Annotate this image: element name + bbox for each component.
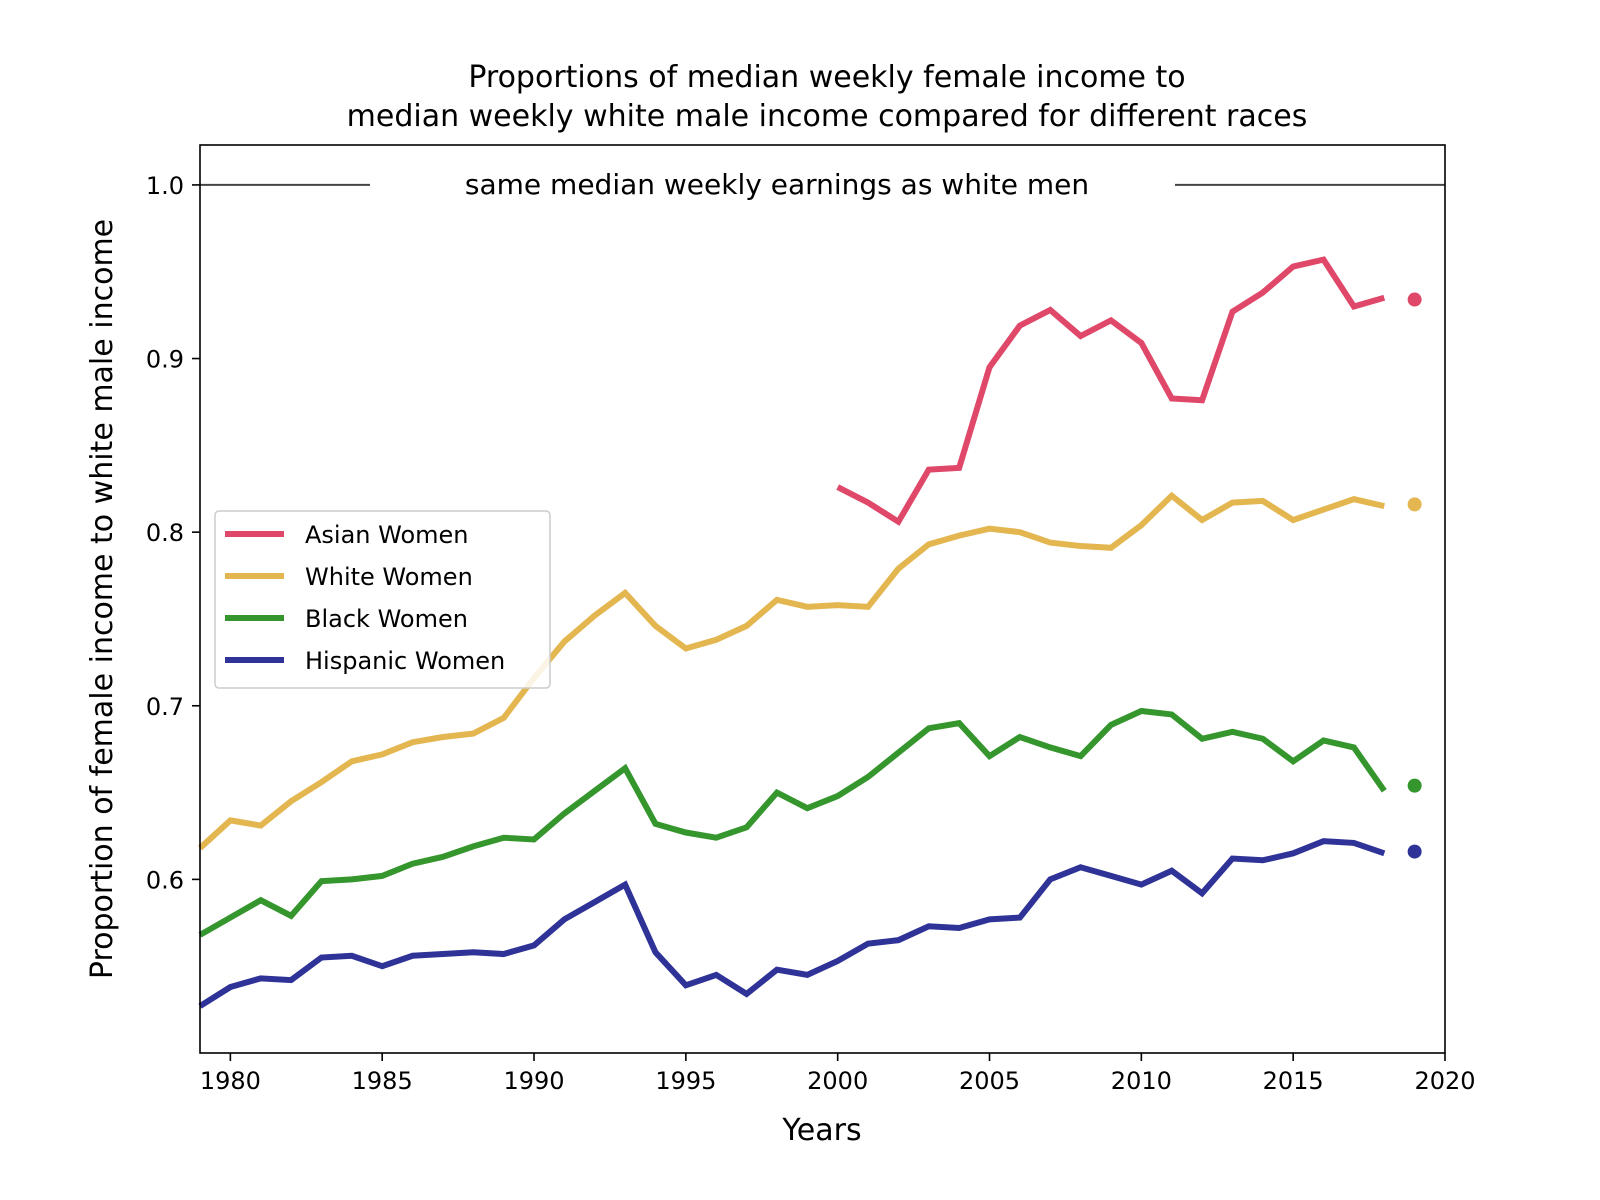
y-tick-label: 0.8 xyxy=(146,519,184,547)
y-tick-label: 0.9 xyxy=(146,346,184,374)
legend-label-hispanic: Hispanic Women xyxy=(305,647,505,675)
x-tick-label: 1985 xyxy=(352,1067,413,1095)
x-tick-label: 2010 xyxy=(1111,1067,1172,1095)
y-tick-label: 1.0 xyxy=(146,172,184,200)
legend: Asian Women White Women Black Women Hisp… xyxy=(214,510,551,689)
series-end-dot-white xyxy=(1407,497,1422,512)
series-line-white xyxy=(197,491,1385,851)
plot-frame xyxy=(199,144,1446,1054)
x-tick-label: 1995 xyxy=(655,1067,716,1095)
reference-line-label: same median weekly earnings as white men xyxy=(465,168,1089,201)
x-axis: 1980 1985 1990 1995 2000 2005 2010 2015 2020 xyxy=(200,1053,1476,1095)
legend-label-asian: Asian Women xyxy=(305,521,469,549)
y-axis-title: Proportion of female income to white mal… xyxy=(85,219,120,979)
series-line-asian xyxy=(836,256,1386,526)
x-axis-title: Years xyxy=(781,1113,861,1148)
x-tick-label: 2005 xyxy=(959,1067,1020,1095)
series-end-dot-hispanic xyxy=(1407,844,1422,859)
x-tick-label: 2020 xyxy=(1414,1067,1475,1095)
legend-label-black: Black Women xyxy=(305,605,468,633)
chart-title-line-2: median weekly white male income compared… xyxy=(347,99,1308,134)
series-line-hispanic xyxy=(198,838,1386,1009)
series-end-dot-asian xyxy=(1407,292,1422,307)
series-end-dot-black xyxy=(1407,778,1422,793)
y-tick-label: 0.6 xyxy=(146,866,184,894)
y-axis: 0.6 0.7 0.8 0.9 1.0 xyxy=(146,172,200,894)
y-tick-label: 0.7 xyxy=(146,693,184,721)
chart-title-line-1: Proportions of median weekly female inco… xyxy=(468,60,1185,95)
x-tick-label: 2015 xyxy=(1263,1067,1324,1095)
x-tick-label: 1990 xyxy=(503,1067,564,1095)
legend-box xyxy=(214,510,551,689)
series-line-black xyxy=(198,707,1387,938)
legend-label-white: White Women xyxy=(305,563,473,591)
x-tick-label: 1980 xyxy=(200,1067,261,1095)
x-tick-label: 2000 xyxy=(807,1067,868,1095)
plot-area: same median weekly earnings as white men xyxy=(197,168,1445,1009)
